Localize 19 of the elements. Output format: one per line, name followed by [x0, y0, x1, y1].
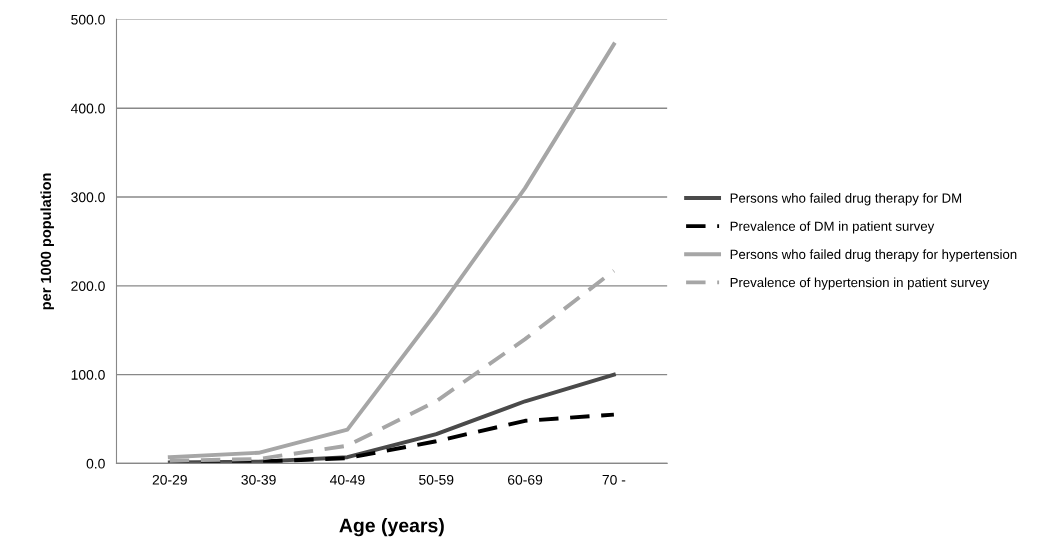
y-tick-label: 300.0: [71, 192, 105, 203]
x-tick-label: 20-29: [152, 474, 187, 485]
y-tick-label: 0.0: [86, 458, 105, 469]
x-tick-label: 30-39: [241, 474, 276, 485]
y-tick-label: 400.0: [70, 103, 105, 114]
x-tick-label: 50-59: [419, 474, 454, 485]
x-tick-label: 60-69: [508, 474, 543, 485]
y-tick-label: 200.0: [71, 281, 105, 291]
x-axis-title: Age (years): [339, 518, 444, 537]
x-tick-label: 70 -: [602, 474, 626, 485]
line-series: [167, 42, 616, 460]
legend-label: Prevalence of hypertension in patient survey: [730, 277, 990, 290]
x-tick-label: 40-49: [329, 474, 365, 485]
y-tick-label: 100.0: [71, 369, 105, 380]
legend-label: Persons who failed drug therapy for hypertension: [730, 249, 1017, 262]
y-axis-title: per 1000 population: [40, 173, 54, 310]
y-tick-label: 500.0: [71, 14, 105, 25]
legend-label: Prevalence of DM in patient survey: [730, 221, 935, 234]
legend-label: Persons who failed drug therapy for DM: [730, 193, 962, 206]
